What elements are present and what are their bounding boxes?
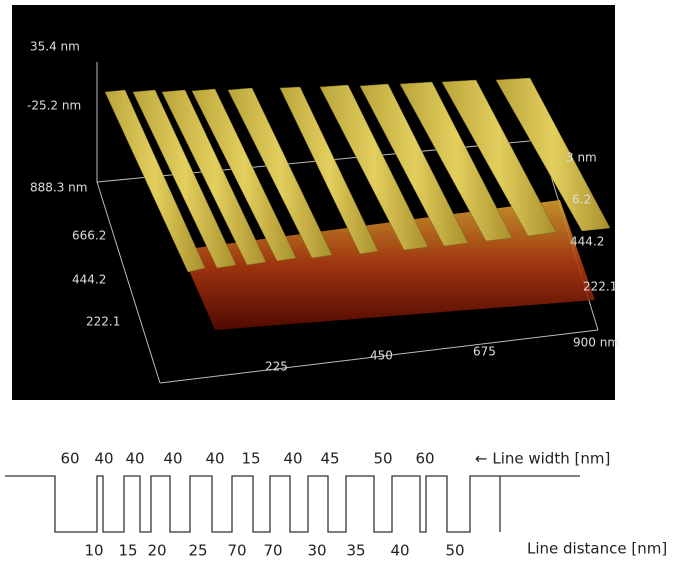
line-distance-value: 10 bbox=[84, 542, 103, 560]
line-width-value: 15 bbox=[241, 450, 260, 468]
right-label: 3 nm bbox=[566, 151, 597, 165]
y-label: 222.1 bbox=[86, 315, 120, 329]
line-distance-value: 50 bbox=[445, 542, 464, 560]
x-label: 675 bbox=[473, 345, 496, 359]
line-width-value: 60 bbox=[60, 450, 79, 468]
y-label: 444.2 bbox=[72, 273, 106, 287]
line-distance-value: 40 bbox=[390, 542, 409, 560]
line-profile bbox=[5, 475, 580, 533]
line-width-value: 40 bbox=[283, 450, 302, 468]
line-width-label: ← Line width [nm] bbox=[475, 450, 610, 468]
z-label: -25.2 nm bbox=[27, 99, 81, 113]
x-label: 225 bbox=[265, 360, 288, 374]
x-label: 900 nm bbox=[573, 336, 619, 350]
line-width-value: 40 bbox=[125, 450, 144, 468]
right-label: 222.1 bbox=[583, 280, 617, 294]
y-label: 888.3 nm bbox=[30, 181, 87, 195]
z-label: 35.4 nm bbox=[30, 40, 80, 54]
line-width-value: 40 bbox=[163, 450, 182, 468]
line-distance-value: 25 bbox=[188, 542, 207, 560]
line-distance-label: Line distance [nm] bbox=[527, 540, 667, 558]
line-distance-value: 70 bbox=[227, 542, 246, 560]
afm-ridges bbox=[104, 77, 611, 273]
line-distance-value: 70 bbox=[263, 542, 282, 560]
line-distance-value: 30 bbox=[307, 542, 326, 560]
line-width-value: 40 bbox=[205, 450, 224, 468]
line-distance-value: 20 bbox=[147, 542, 166, 560]
right-label: 444.2 bbox=[570, 235, 604, 249]
line-width-value: 60 bbox=[415, 450, 434, 468]
line-width-value: 45 bbox=[320, 450, 339, 468]
line-distance-value: 15 bbox=[118, 542, 137, 560]
y-label: 666.2 bbox=[72, 229, 106, 243]
x-label: 450 bbox=[370, 349, 393, 363]
line-width-value: 50 bbox=[373, 450, 392, 468]
line-width-value: 40 bbox=[94, 450, 113, 468]
right-label: 6.2 bbox=[572, 193, 591, 207]
line-distance-value: 35 bbox=[346, 542, 365, 560]
